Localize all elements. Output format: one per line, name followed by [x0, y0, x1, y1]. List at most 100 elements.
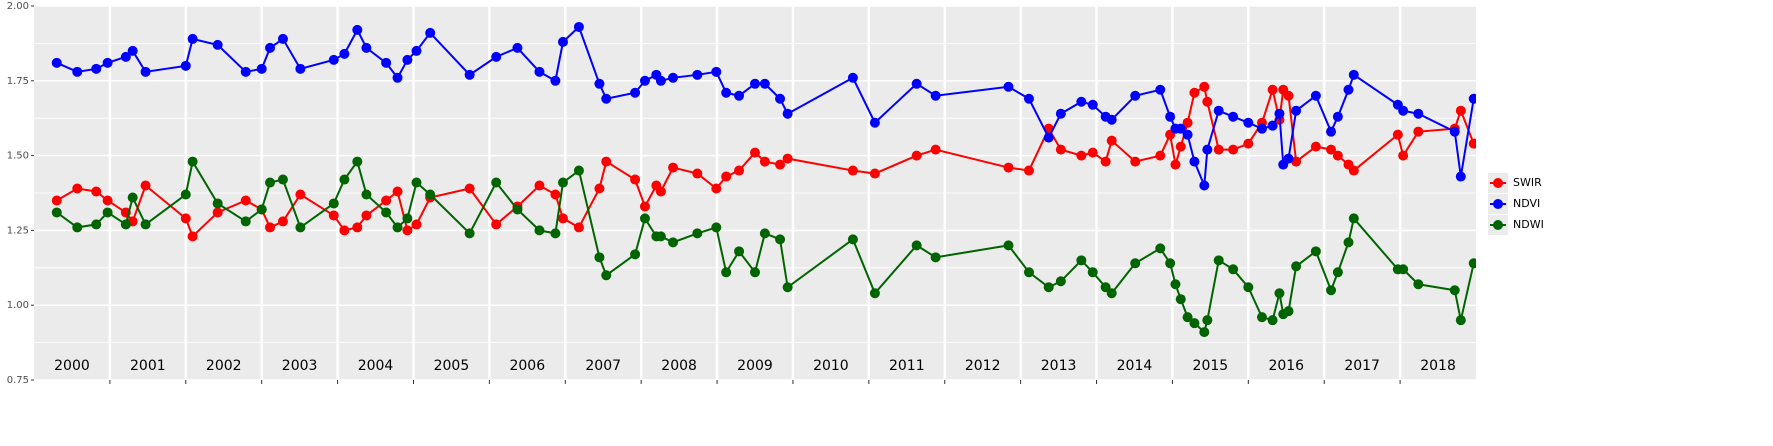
point [256, 204, 267, 215]
point [265, 42, 276, 53]
year-label: 2001 [130, 358, 166, 374]
point [775, 234, 786, 245]
point [630, 174, 641, 185]
point [140, 180, 151, 191]
year-label: 2006 [509, 358, 545, 374]
point [1155, 150, 1166, 161]
point [750, 267, 760, 278]
point [692, 69, 703, 80]
point [1213, 144, 1224, 155]
point [721, 171, 732, 182]
point [930, 144, 941, 155]
point [1003, 81, 1014, 92]
point [212, 198, 223, 209]
point [51, 195, 62, 206]
point [411, 219, 422, 230]
point [759, 156, 770, 167]
point [721, 267, 732, 278]
point [1283, 306, 1294, 317]
point [1326, 126, 1337, 137]
point [869, 117, 880, 128]
point [1348, 165, 1359, 176]
point [339, 48, 350, 59]
point [782, 282, 793, 293]
point [639, 75, 650, 86]
point [1449, 126, 1460, 137]
point [1468, 258, 1476, 269]
point [277, 33, 288, 44]
y-tick-label: 1.00 [7, 300, 29, 311]
point [411, 177, 422, 188]
year-label: 2014 [1117, 358, 1153, 374]
point [1332, 150, 1343, 161]
point [212, 39, 223, 50]
point [655, 75, 666, 86]
point [775, 93, 786, 104]
point [1228, 264, 1239, 275]
y-tick-label: 1.25 [7, 225, 29, 236]
point [1043, 132, 1054, 143]
point [352, 24, 363, 35]
point [339, 174, 350, 185]
year-label: 2009 [737, 358, 773, 374]
point [1175, 294, 1186, 305]
point [402, 213, 413, 224]
point [402, 54, 413, 65]
point [240, 195, 251, 206]
point [557, 36, 568, 47]
point [1165, 111, 1176, 122]
point [1182, 129, 1193, 140]
point [668, 237, 679, 248]
point [1274, 108, 1285, 119]
point [847, 234, 858, 245]
point [1332, 111, 1343, 122]
year-label: 2018 [1420, 358, 1456, 374]
year-label: 2008 [661, 358, 697, 374]
point [550, 189, 561, 200]
point [1106, 135, 1117, 146]
point [381, 195, 392, 206]
point [352, 222, 363, 233]
point [491, 51, 502, 62]
point [72, 183, 83, 194]
point [1291, 261, 1302, 272]
point [1291, 156, 1302, 167]
point [1413, 108, 1424, 119]
point [1326, 285, 1337, 296]
point [240, 66, 251, 77]
year-label: 2007 [585, 358, 621, 374]
point [782, 108, 793, 119]
point [639, 201, 650, 212]
point [1055, 144, 1066, 155]
point [1398, 264, 1409, 275]
point [734, 90, 745, 101]
point [1228, 144, 1239, 155]
point [1182, 312, 1193, 323]
point [425, 27, 436, 38]
point [361, 189, 372, 200]
point [1213, 105, 1224, 116]
point [180, 189, 191, 200]
point [328, 210, 339, 221]
point [1310, 246, 1321, 257]
point [1202, 315, 1213, 326]
point [1175, 141, 1186, 152]
year-label: 2011 [889, 358, 925, 374]
point [1155, 84, 1166, 95]
point [402, 225, 413, 236]
plot-layer [51, 21, 1476, 338]
point [1130, 156, 1141, 167]
point [869, 168, 880, 179]
y-tick-label: 1.50 [7, 151, 29, 162]
point [295, 189, 306, 200]
point [759, 78, 770, 89]
point [1189, 87, 1200, 98]
point [1348, 213, 1359, 224]
point [102, 195, 113, 206]
point [1310, 141, 1321, 152]
point [630, 87, 641, 98]
point [1199, 81, 1210, 92]
point [361, 210, 372, 221]
point [930, 90, 941, 101]
point [1055, 276, 1066, 287]
